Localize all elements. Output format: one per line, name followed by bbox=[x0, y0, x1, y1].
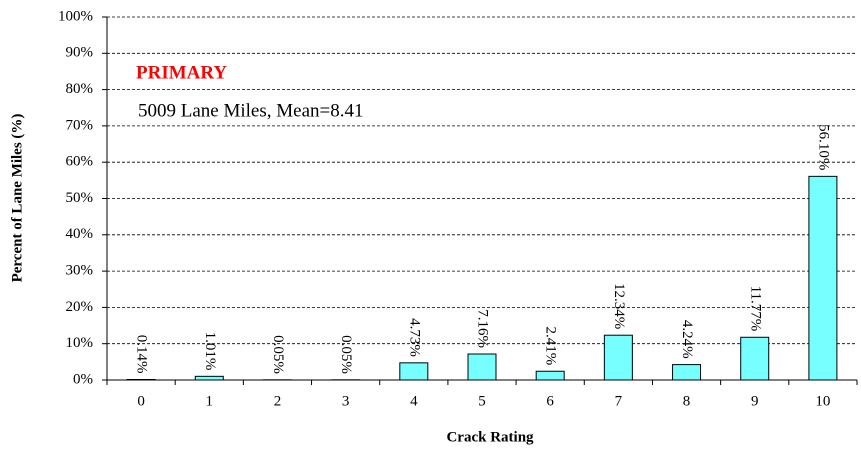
bar bbox=[126, 378, 156, 381]
bar bbox=[535, 370, 565, 381]
bar bbox=[467, 353, 497, 381]
annotation: 5009 Lane Miles, Mean=8.41 bbox=[138, 100, 363, 121]
y-tick-label: 20% bbox=[66, 299, 94, 315]
y-tick-label: 60% bbox=[66, 154, 94, 170]
x-tick-label: 10 bbox=[815, 393, 830, 409]
data-label: 11.77% bbox=[747, 286, 763, 332]
y-tick-label: 50% bbox=[66, 190, 94, 206]
data-label: 0.05% bbox=[338, 335, 354, 374]
y-tick-label: 80% bbox=[66, 81, 94, 97]
data-label: 1.01% bbox=[202, 332, 218, 371]
bar bbox=[399, 362, 429, 381]
x-tick-label: 8 bbox=[683, 393, 691, 409]
data-label: 56.10% bbox=[815, 124, 831, 170]
data-label: 0.14% bbox=[134, 335, 150, 374]
bar bbox=[603, 334, 633, 381]
x-tick-label: 1 bbox=[206, 393, 214, 409]
y-tick-label: 90% bbox=[66, 45, 94, 61]
bar bbox=[672, 364, 702, 381]
data-label: 0.05% bbox=[270, 335, 286, 374]
y-tick-label: 10% bbox=[66, 335, 94, 351]
x-tick-label: 2 bbox=[274, 393, 282, 409]
x-tick-label: 3 bbox=[342, 393, 350, 409]
x-tick-label: 6 bbox=[546, 393, 554, 409]
y-tick-label: 40% bbox=[66, 226, 94, 242]
x-tick-label: 4 bbox=[410, 393, 418, 409]
data-label: 4.24% bbox=[679, 320, 695, 359]
bar bbox=[740, 336, 770, 381]
y-tick-label: 70% bbox=[66, 117, 94, 133]
y-tick-label: 100% bbox=[58, 8, 93, 24]
data-label: 12.34% bbox=[611, 283, 627, 329]
annotation-title: PRIMARY bbox=[136, 62, 227, 83]
x-tick-label: 0 bbox=[137, 393, 145, 409]
x-tick-label: 9 bbox=[751, 393, 759, 409]
data-label: 4.73% bbox=[406, 318, 422, 357]
data-label: 2.41% bbox=[543, 327, 559, 366]
x-tick-label: 5 bbox=[478, 393, 486, 409]
y-tick-label: 30% bbox=[66, 263, 94, 279]
x-axis-label: Crack Rating bbox=[446, 429, 534, 445]
bar bbox=[194, 375, 224, 381]
data-label: 7.16% bbox=[475, 309, 491, 348]
x-tick-label: 7 bbox=[615, 393, 623, 409]
y-tick-label: 0% bbox=[73, 371, 93, 387]
bar bbox=[808, 175, 838, 381]
y-axis-label: Percent of Lane Miles (%) bbox=[9, 114, 25, 283]
